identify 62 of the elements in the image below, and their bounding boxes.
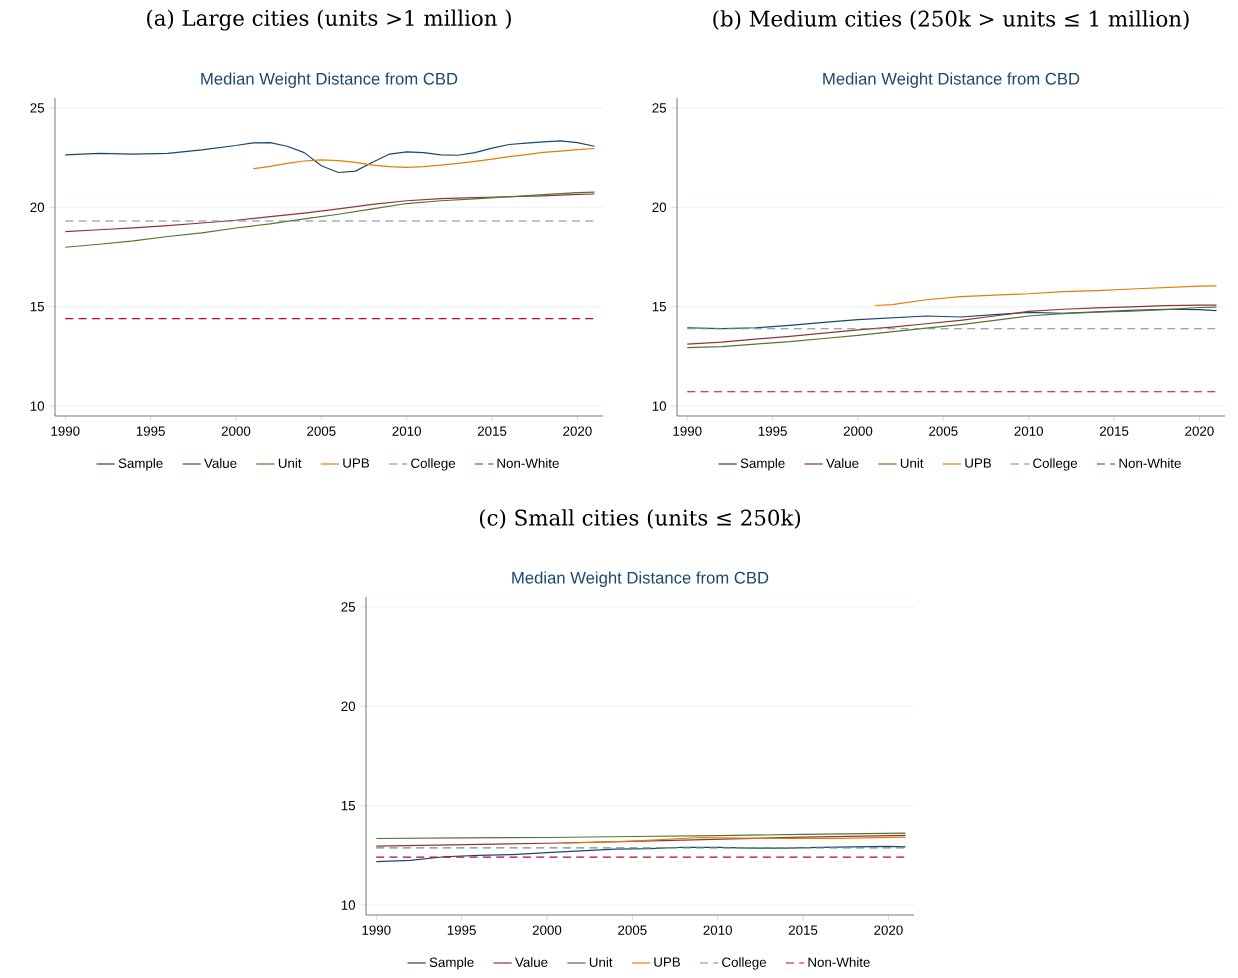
x-tick-label: 2010 [1014, 426, 1043, 436]
x-tick-label: 1990 [673, 426, 702, 436]
x-tick-label: 1990 [51, 426, 80, 436]
y-tick-label: 25 [652, 103, 667, 113]
chart-subtitle: Median Weight Distance from CBD [823, 72, 1080, 88]
legend-label: Sample [118, 458, 163, 471]
legend-label: UPB [343, 458, 370, 468]
y-tick-label: 25 [341, 602, 356, 612]
x-tick-label: 2020 [874, 925, 903, 935]
y-tick-label: 15 [652, 302, 667, 312]
y-tick-label: 10 [652, 401, 667, 411]
line-series [64, 193, 596, 233]
x-tick-label: 2015 [477, 426, 507, 436]
legend-label: Non-White [1119, 458, 1181, 468]
x-tick-label: 2000 [843, 426, 873, 436]
legend-label: Non-White [808, 957, 870, 967]
y-tick-label: 10 [341, 900, 356, 910]
y-tick-label: 10 [30, 401, 45, 411]
line-series [252, 147, 596, 170]
legend-label: Unit [278, 458, 302, 468]
x-tick-label: 2005 [618, 925, 647, 935]
chart-subtitle: Median Weight Distance from CBD [201, 72, 458, 88]
legend-label: Sample [740, 458, 785, 471]
x-tick-label: 2015 [1099, 426, 1129, 436]
legend-label: Non-White [497, 458, 559, 468]
legend-label: College [1033, 458, 1078, 471]
x-tick-label: 2010 [392, 426, 421, 436]
legend-label: Value [204, 458, 237, 468]
x-tick-label: 2000 [221, 426, 251, 436]
chart-title: (c) Small cities (units ≤ 250k) [479, 509, 801, 529]
x-tick-label: 1995 [758, 426, 787, 436]
legend-label: College [722, 957, 767, 970]
x-tick-label: 2000 [532, 925, 562, 935]
y-tick-label: 15 [341, 801, 356, 811]
legend-label: College [411, 458, 456, 471]
x-tick-label: 2020 [1185, 426, 1214, 436]
chart-title: (b) Medium cities (250k > units ≤ 1 million) [713, 10, 1189, 30]
y-tick-label: 15 [30, 302, 45, 312]
legend-label: Value [515, 957, 548, 967]
chart-title: (a) Large cities (units >1 million ) [147, 9, 511, 31]
x-tick-label: 2005 [307, 426, 336, 436]
y-tick-label: 20 [30, 202, 45, 213]
x-tick-label: 2010 [703, 925, 732, 935]
x-tick-label: 1995 [136, 426, 165, 436]
chart-subtitle: Median Weight Distance from CBD [512, 571, 769, 587]
y-tick-label: 25 [30, 103, 45, 113]
legend-label: UPB [654, 957, 681, 967]
line-series [563, 836, 907, 844]
x-tick-label: 2015 [788, 925, 818, 935]
x-tick-label: 2020 [563, 426, 592, 436]
x-tick-label: 1995 [447, 925, 476, 935]
legend-label: Unit [589, 957, 613, 967]
x-tick-label: 2005 [929, 426, 958, 436]
line-series [64, 140, 596, 174]
line-series [375, 845, 907, 863]
y-tick-label: 20 [652, 202, 667, 213]
legend-label: Sample [429, 957, 474, 970]
legend-label: Value [826, 458, 859, 468]
legend-label: UPB [965, 458, 992, 468]
legend-label: Unit [900, 458, 924, 468]
y-tick-label: 20 [341, 701, 356, 712]
x-tick-label: 1990 [362, 925, 391, 935]
